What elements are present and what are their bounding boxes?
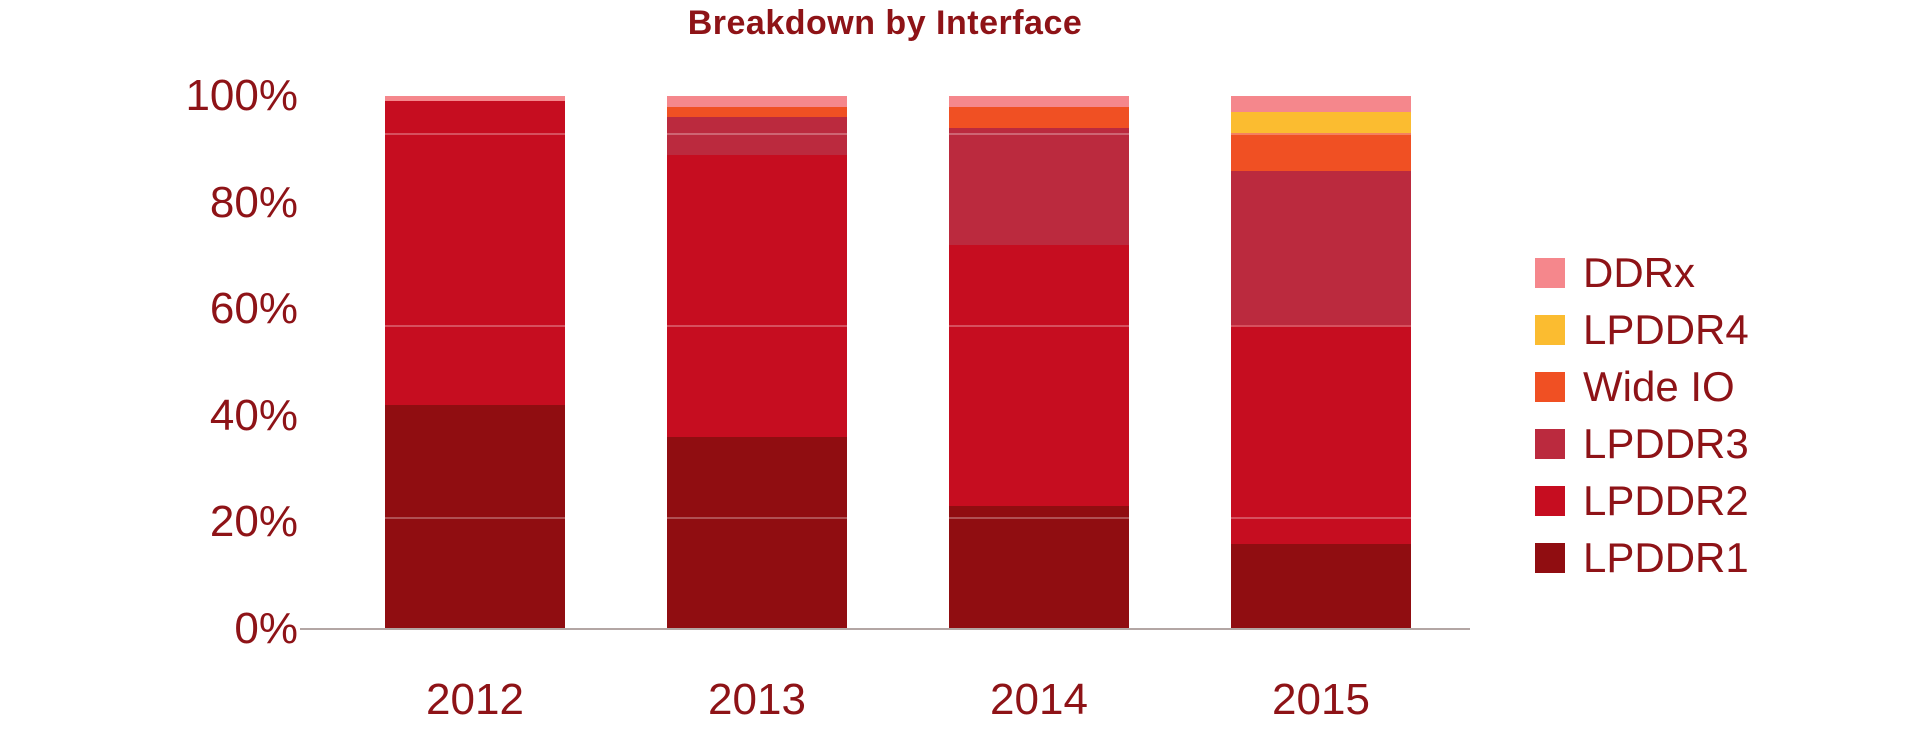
x-axis: 2012 2013 2014 2015	[300, 678, 1470, 738]
bar-segment-lpddr3-2014	[949, 127, 1129, 246]
y-tick-label-60: 60%	[209, 284, 298, 334]
bar-segment-lpddr1-2015	[1231, 543, 1411, 629]
bar-2012	[385, 96, 565, 629]
bar-2014	[949, 95, 1129, 629]
y-tick-label-40: 40%	[209, 390, 298, 440]
legend-swatch-lpddr1	[1535, 542, 1565, 573]
legend-swatch-lpddr3	[1535, 428, 1565, 459]
bar-segment-lpddr2-2013	[667, 154, 847, 438]
x-axis-line	[300, 628, 1470, 630]
legend-swatch-ddrx	[1535, 257, 1565, 288]
legend-label-lpddr2: LPDDR2	[1583, 476, 1749, 524]
bar-segment-wide-io-2013	[667, 106, 847, 118]
legend-label-wide-io: Wide IO	[1583, 362, 1735, 410]
bar-segment-wide-io-2015	[1231, 133, 1411, 171]
legend-swatch-lpddr2	[1535, 485, 1565, 516]
bar-segment-lpddr1-2013	[667, 437, 847, 629]
bar-segment-lpddr4-2015	[1231, 112, 1411, 134]
bar-segment-lpddr3-2015	[1231, 170, 1411, 326]
bar-segment-ddrx-2012	[385, 96, 565, 102]
bar-segment-wide-io-2014	[949, 106, 1129, 128]
legend-item-lpddr2: LPDDR2	[1535, 472, 1749, 529]
x-tick-label-2012: 2012	[426, 675, 524, 724]
plot-area	[300, 95, 1470, 629]
bar-segment-lpddr2-2015	[1231, 325, 1411, 544]
legend-label-lpddr4: LPDDR4	[1583, 305, 1749, 353]
legend-label-lpddr3: LPDDR3	[1583, 419, 1749, 467]
y-axis: 0% 20% 40% 60% 80% 100%	[0, 0, 298, 743]
legend-item-lpddr3: LPDDR3	[1535, 415, 1749, 472]
x-tick-label-2013: 2013	[708, 675, 806, 724]
legend-swatch-wide-io	[1535, 371, 1565, 402]
legend-swatch-lpddr4	[1535, 314, 1565, 345]
bar-segment-lpddr3-2013	[667, 117, 847, 155]
bar-segment-lpddr1-2014	[949, 506, 1129, 629]
legend-label-lpddr1: LPDDR1	[1583, 533, 1749, 581]
legend-item-ddrx: DDRx	[1535, 244, 1749, 301]
x-tick-label-2015: 2015	[1272, 675, 1370, 724]
legend-item-lpddr4: LPDDR4	[1535, 301, 1749, 358]
bar-segment-ddrx-2015	[1231, 96, 1411, 113]
legend-item-wide-io: Wide IO	[1535, 358, 1749, 415]
legend-item-lpddr1: LPDDR1	[1535, 529, 1749, 586]
y-tick-label-100: 100%	[185, 71, 298, 120]
bar-segment-ddrx-2013	[667, 95, 847, 107]
bar-segment-lpddr2-2014	[949, 245, 1129, 507]
bar-2013	[667, 95, 847, 629]
chart-title: Breakdown by Interface	[687, 4, 1083, 42]
bar-segment-lpddr1-2012	[385, 405, 565, 629]
bar-2015	[1231, 96, 1411, 629]
bar-segment-ddrx-2014	[949, 95, 1129, 107]
legend-label-ddrx: DDRx	[1583, 248, 1695, 296]
y-tick-label-80: 80%	[209, 177, 298, 227]
x-tick-label-2014: 2014	[990, 675, 1088, 724]
bar-segment-lpddr2-2012	[385, 101, 565, 406]
legend: DDRx LPDDR4 Wide IO LPDDR3 LPDDR2 LPDDR1	[1535, 244, 1749, 586]
y-tick-label-20: 20%	[209, 497, 298, 547]
y-tick-label-0: 0%	[234, 604, 298, 653]
